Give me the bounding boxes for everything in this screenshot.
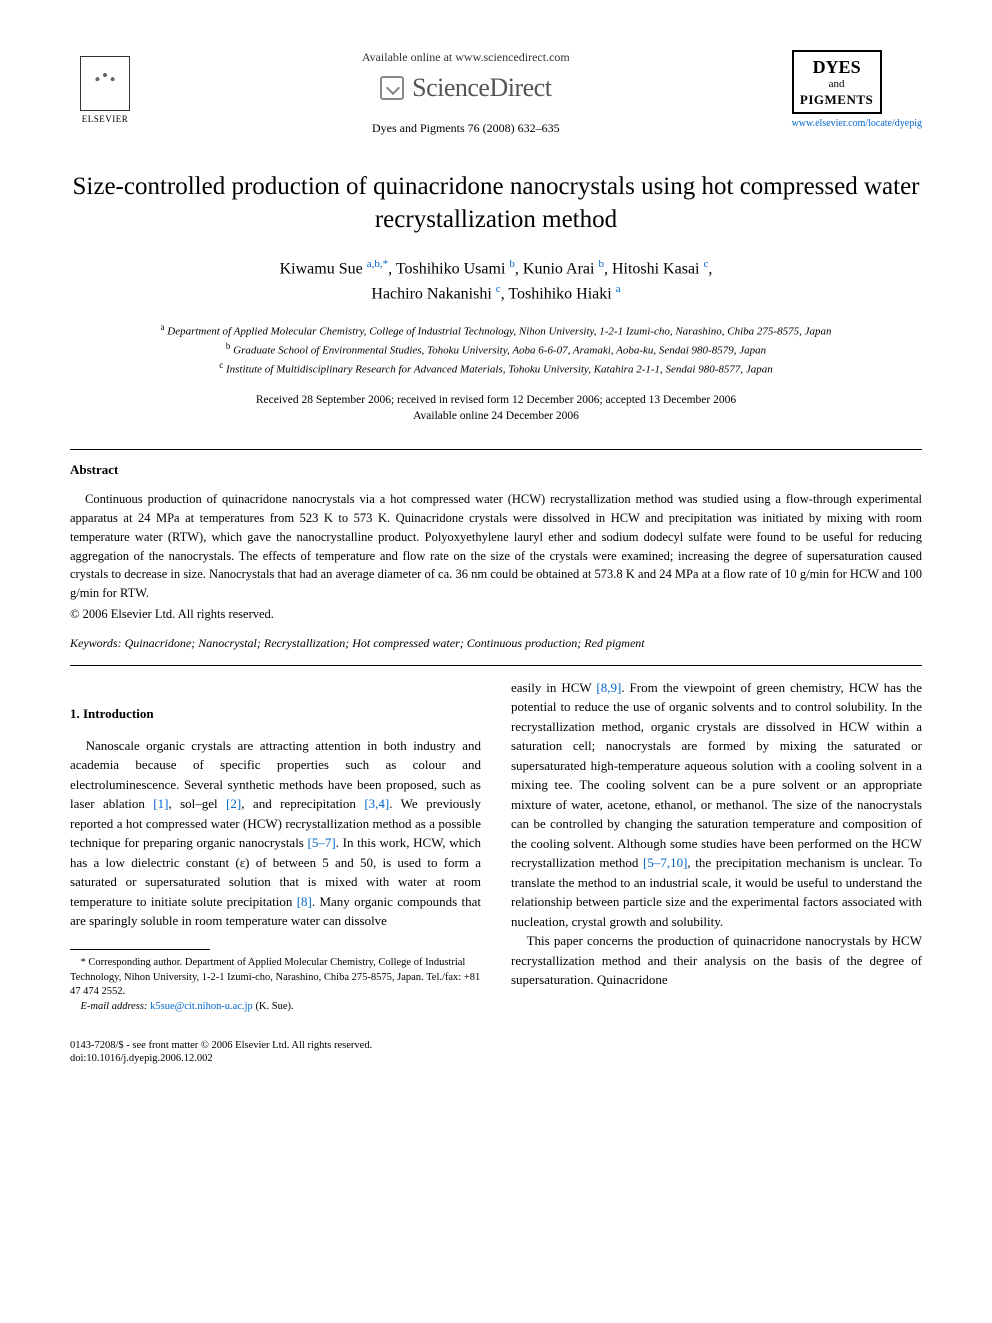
corresponding-author-footnote: * Corresponding author. Department of Ap… — [70, 956, 481, 1000]
divider-top — [70, 449, 922, 450]
footer: 0143-7208/$ - see front matter © 2006 El… — [70, 1039, 922, 1066]
author-sep-5: , Toshihiko Hiaki — [501, 286, 616, 303]
article-title: Size-controlled production of quinacrido… — [70, 171, 922, 236]
email-label: E-mail address: — [81, 1001, 148, 1012]
sciencedirect-label: ScienceDirect — [412, 73, 551, 103]
author-5: Hachiro Nakanishi — [371, 286, 495, 303]
dates-received: Received 28 September 2006; received in … — [256, 394, 736, 406]
column-right: easily in HCW [8,9]. From the viewpoint … — [511, 678, 922, 1015]
journal-reference: Dyes and Pigments 76 (2008) 632–635 — [160, 121, 772, 136]
col2-text-a: easily in HCW — [511, 680, 596, 695]
journal-link[interactable]: www.elsevier.com/locate/dyepig — [792, 118, 922, 129]
elsevier-logo: ELSEVIER — [70, 50, 140, 130]
author-sep-1: , Toshihiko Usami — [388, 260, 509, 277]
author-6-sup: a — [616, 283, 621, 295]
journal-logo-pigments: PIGMENTS — [798, 93, 876, 106]
ref-8-9[interactable]: [8,9] — [596, 680, 621, 695]
affiliation-c: Institute of Multidisciplinary Research … — [226, 364, 773, 376]
abstract-copyright: © 2006 Elsevier Ltd. All rights reserved… — [70, 607, 922, 622]
author-sep-3: , Hitoshi Kasai — [604, 260, 704, 277]
abstract-heading: Abstract — [70, 462, 922, 478]
affiliations: a Department of Applied Molecular Chemis… — [70, 321, 922, 378]
author-1: Kiwamu Sue — [280, 260, 367, 277]
article-dates: Received 28 September 2006; received in … — [70, 392, 922, 424]
center-header: Available online at www.sciencedirect.co… — [140, 50, 792, 136]
col1-text-b: , sol–gel — [168, 796, 226, 811]
divider-bottom — [70, 665, 922, 666]
affiliation-a: Department of Applied Molecular Chemistr… — [167, 325, 831, 337]
author-sep-2: , Kunio Arai — [515, 260, 599, 277]
keywords: Keywords: Quinacridone; Nanocrystal; Rec… — [70, 636, 922, 651]
dates-online: Available online 24 December 2006 — [413, 410, 579, 422]
footnote-divider — [70, 949, 210, 950]
col2-paragraph-1: easily in HCW [8,9]. From the viewpoint … — [511, 678, 922, 932]
body-columns: 1. Introduction Nanoscale organic crysta… — [70, 678, 922, 1015]
abstract-body: Continuous production of quinacridone na… — [70, 490, 922, 603]
authors: Kiwamu Sue a,b,*, Toshihiko Usami b, Kun… — [70, 256, 922, 307]
email-footnote: E-mail address: k5sue@cit.nihon-u.ac.jp … — [70, 1000, 481, 1015]
ref-3-4[interactable]: [3,4] — [364, 796, 389, 811]
author-sep-4: , — [708, 260, 712, 277]
keywords-text: Quinacridone; Nanocrystal; Recrystalliza… — [122, 636, 645, 650]
header-row: ELSEVIER Available online at www.science… — [70, 50, 922, 136]
footer-copyright: 0143-7208/$ - see front matter © 2006 El… — [70, 1040, 372, 1051]
author-1-sup: a,b,* — [367, 258, 388, 270]
elsevier-label: ELSEVIER — [82, 114, 129, 124]
column-left: 1. Introduction Nanoscale organic crysta… — [70, 678, 481, 1015]
affiliation-b: Graduate School of Environmental Studies… — [233, 344, 766, 356]
journal-logo-dyes: DYES — [798, 58, 876, 76]
col1-paragraph-1: Nanoscale organic crystals are attractin… — [70, 736, 481, 931]
journal-logo-and: and — [798, 78, 876, 91]
section-1-heading: 1. Introduction — [70, 706, 481, 722]
ref-5-7[interactable]: [5–7] — [308, 835, 336, 850]
ref-5-7-10[interactable]: [5–7,10] — [643, 855, 687, 870]
sciencedirect-icon — [380, 76, 404, 100]
journal-logo: DYES and PIGMENTS — [792, 50, 882, 114]
footer-doi: doi:10.1016/j.dyepig.2006.12.002 — [70, 1053, 213, 1064]
available-online-text: Available online at www.sciencedirect.co… — [160, 50, 772, 65]
col2-text-b: . From the viewpoint of green chemistry,… — [511, 680, 922, 871]
journal-logo-block: DYES and PIGMENTS www.elsevier.com/locat… — [792, 50, 922, 129]
ref-2[interactable]: [2] — [226, 796, 241, 811]
elsevier-tree-icon — [80, 56, 130, 111]
col1-text-c: , and reprecipitation — [241, 796, 364, 811]
col2-paragraph-2: This paper concerns the production of qu… — [511, 931, 922, 990]
ref-8[interactable]: [8] — [297, 894, 312, 909]
keywords-label: Keywords: — [70, 636, 122, 650]
email-address[interactable]: k5sue@cit.nihon-u.ac.jp — [150, 1001, 253, 1012]
ref-1[interactable]: [1] — [153, 796, 168, 811]
email-after: (K. Sue). — [253, 1001, 294, 1012]
sciencedirect-brand: ScienceDirect — [160, 73, 772, 103]
